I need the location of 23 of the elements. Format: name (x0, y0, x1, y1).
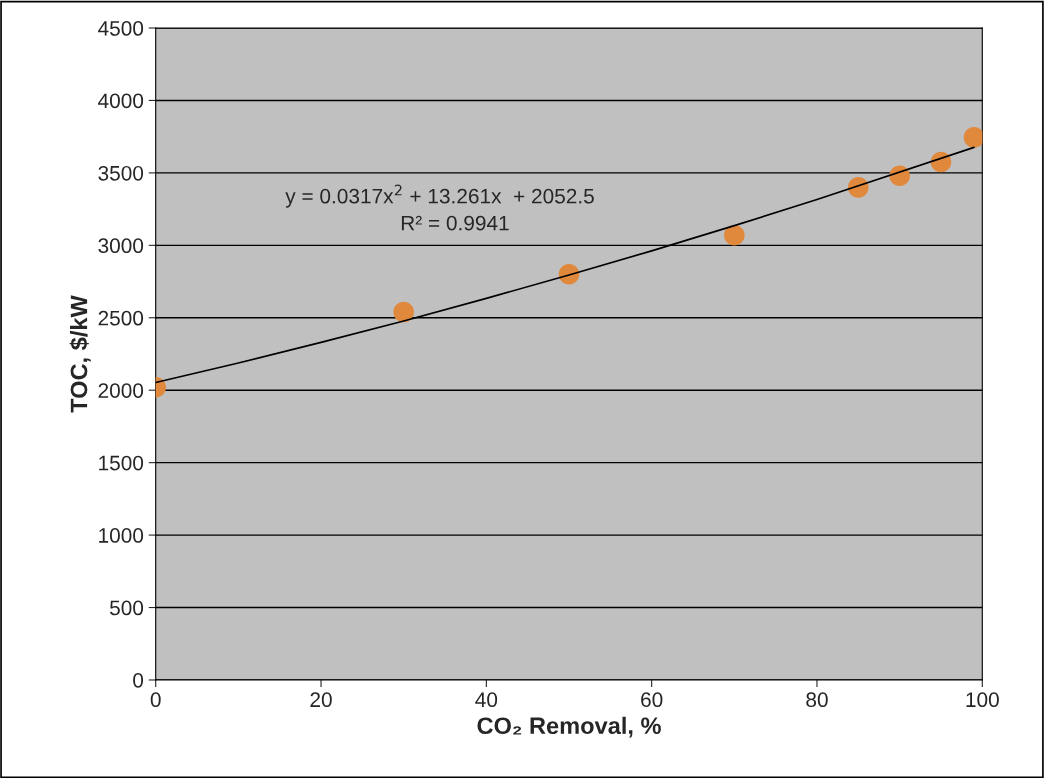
y-tick-label: 1500 (99, 455, 144, 471)
y-tick-label: 2500 (98, 310, 144, 326)
y-tick-label: 2000 (98, 383, 144, 398)
x-tick-label: 80 (806, 692, 828, 708)
y-tick-label: 1000 (99, 528, 144, 543)
annotation: y = 0.0317x$^{2}$ + 13.261x + 2052.5 (285, 184, 594, 208)
y-tick-label: 500 (109, 600, 144, 616)
y-tick-label: 4000 (98, 93, 144, 109)
x-tick-label: 20 (310, 692, 332, 708)
point (963, 127, 983, 148)
y-axis-title: TOC, $/kW (69, 295, 91, 413)
x-tick-label: 100 (966, 692, 999, 708)
x-tick-label: 60 (641, 692, 663, 708)
x-tick-label: 0 (150, 692, 161, 708)
x-axis-title: CO₂ Removal, % (477, 716, 661, 738)
y-tick-label: 3000 (98, 238, 144, 254)
annotation: R² = 0.9941 (401, 215, 509, 231)
y-tick-label: 3500 (98, 165, 144, 181)
point (724, 224, 745, 246)
x-tick-label: 40 (475, 692, 498, 708)
point (393, 301, 414, 323)
y-tick-label: 0 (133, 672, 144, 688)
y-tick-label: 4500 (98, 21, 144, 36)
